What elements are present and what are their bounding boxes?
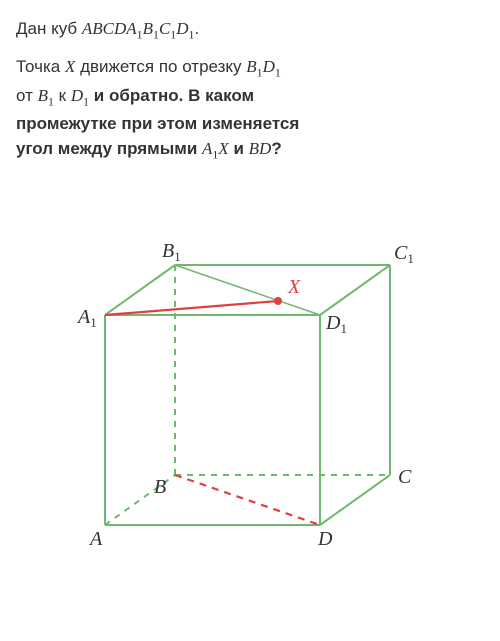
text: Точка <box>16 57 65 76</box>
label-C1: C1 <box>394 242 414 266</box>
problem-line-1: Дан куб ABCDA1B1C1D1. <box>16 16 484 44</box>
label-C: C <box>398 466 412 488</box>
point-b1: B1 <box>38 86 54 105</box>
point-X-dot <box>274 297 282 305</box>
problem-statement: Дан куб ABCDA1B1C1D1. Точка X движется п… <box>16 16 484 165</box>
label-B: B <box>154 476 166 498</box>
problem-line-2: Точка X движется по отрезку B1D1 от B1 к… <box>16 54 484 164</box>
cube-name: ABCDA1B1C1D1 <box>82 19 195 38</box>
label-X: X <box>287 276 301 298</box>
edge-A1B1 <box>105 265 175 315</box>
line-a1x: A1X <box>202 139 229 158</box>
label-B1: B1 <box>162 240 181 264</box>
text: Дан куб <box>16 19 82 38</box>
text: ? <box>271 139 281 158</box>
point-x: X <box>65 57 75 76</box>
line-A1X <box>105 301 278 315</box>
text: к <box>54 86 71 105</box>
label-D: D <box>317 528 333 550</box>
label-A1: A1 <box>76 306 97 330</box>
label-A: A <box>88 528 103 550</box>
point-d1: D1 <box>71 86 89 105</box>
cube-diagram: A D B C A1 D1 B1 C1 X <box>16 195 484 570</box>
cube-svg: A D B C A1 D1 B1 C1 X <box>50 195 450 565</box>
edge-C1D1 <box>320 265 390 315</box>
label-D1: D1 <box>325 312 347 336</box>
line-bd: BD <box>249 139 272 158</box>
line-BD <box>175 475 320 525</box>
text: от <box>16 86 38 105</box>
text: и <box>229 139 249 158</box>
text: угол между прямыми <box>16 139 202 158</box>
segment-b1d1: B1D1 <box>246 57 281 76</box>
text: . <box>194 19 199 38</box>
edge-DC <box>320 475 390 525</box>
text: движется по отрезку <box>75 57 246 76</box>
text: промежутке при этом изменяется <box>16 114 299 133</box>
text: и обратно. В каком <box>89 86 254 105</box>
